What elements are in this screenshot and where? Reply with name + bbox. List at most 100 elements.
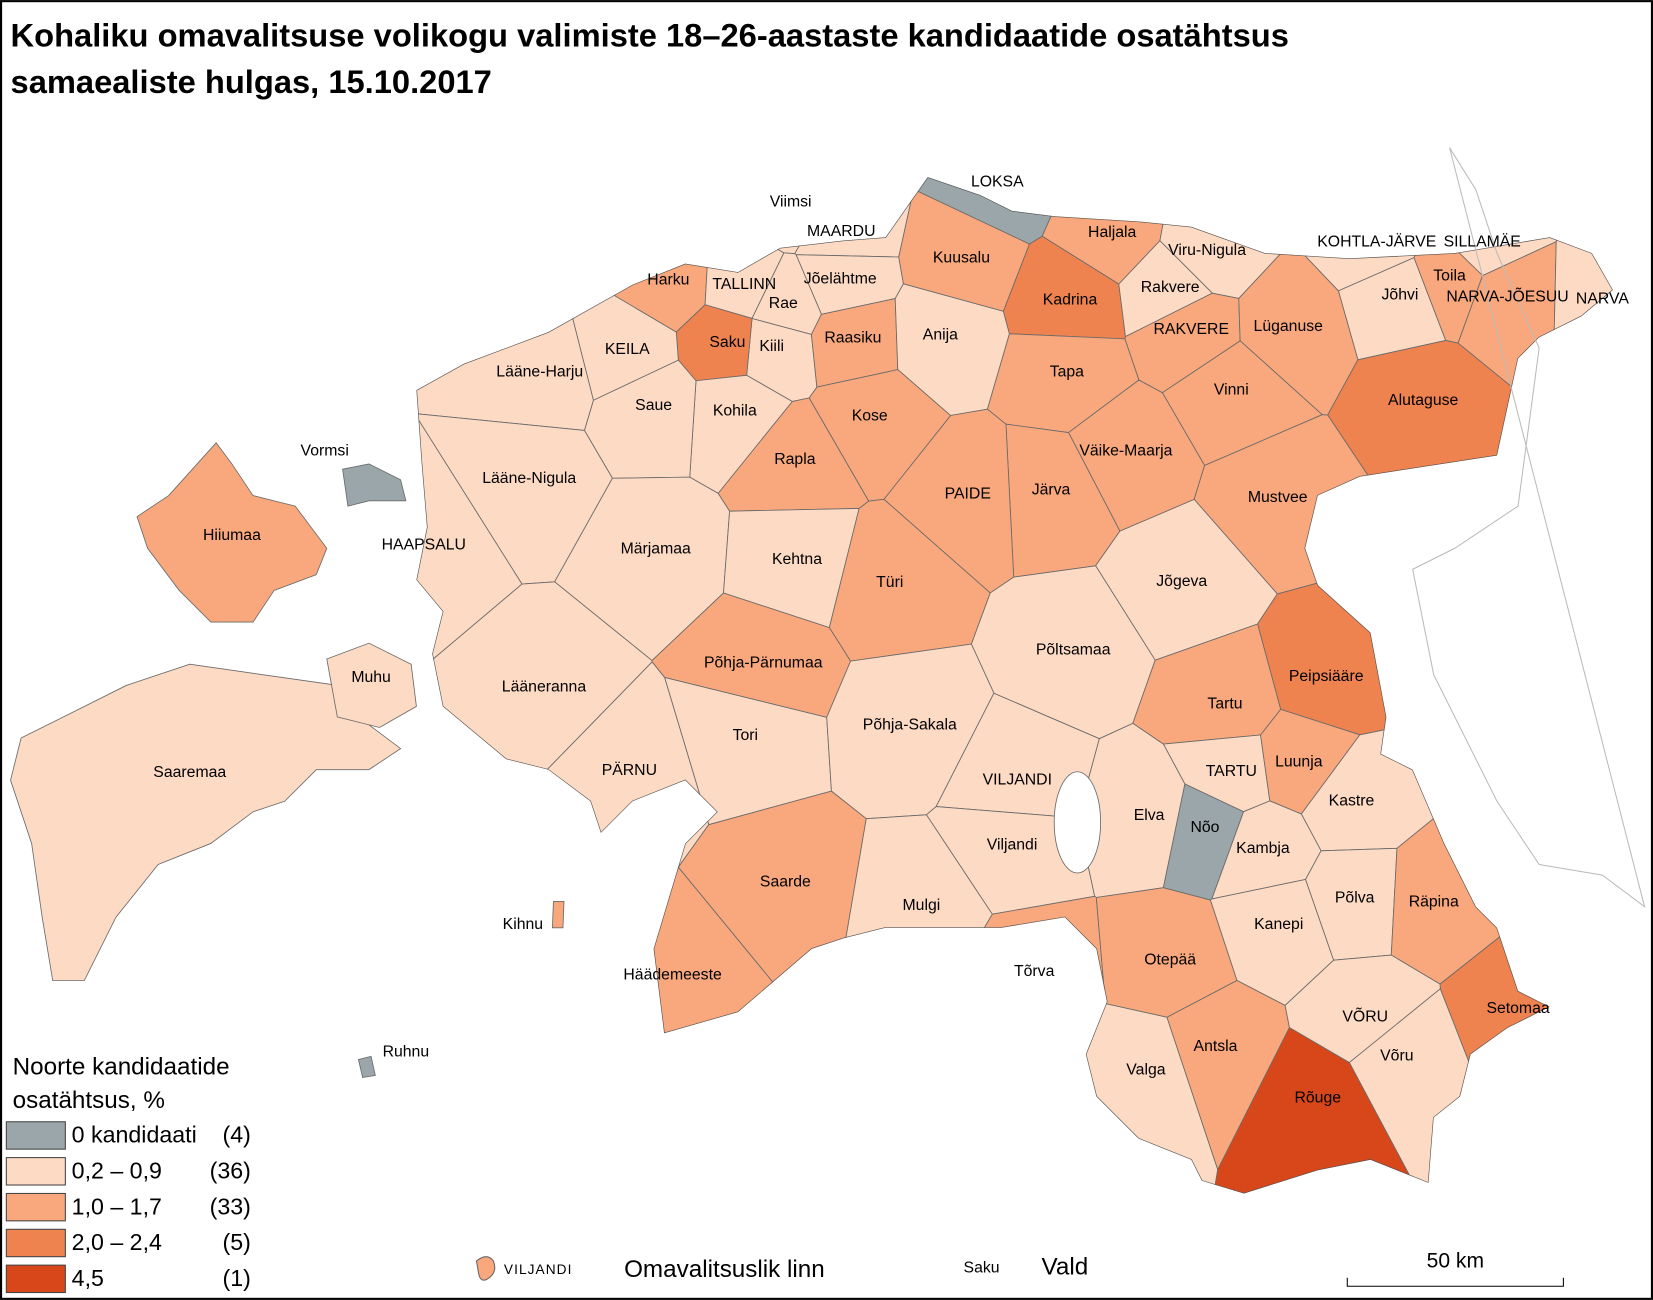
region-label: Võru bbox=[1380, 1048, 1413, 1065]
region-label: Jõgeva bbox=[1156, 573, 1207, 590]
region-label: Mulgi bbox=[903, 897, 941, 914]
region-label: Viru-Nigula bbox=[1168, 242, 1246, 259]
region bbox=[416, 177, 594, 431]
region-label: RAKVERE bbox=[1154, 321, 1230, 338]
region-label: Haljala bbox=[1088, 224, 1137, 241]
region-label: VÕRU bbox=[1342, 1006, 1388, 1026]
region-label: NARVA-JÕESUU bbox=[1446, 286, 1568, 306]
region-label: Antsla bbox=[1194, 1038, 1238, 1055]
legend-label: 0,2 – 0,9 bbox=[72, 1157, 162, 1183]
islands bbox=[10, 442, 565, 1078]
town-sample: VILJANDI bbox=[504, 1262, 573, 1277]
region-label: VILJANDI bbox=[983, 771, 1052, 788]
region-label: Mustvee bbox=[1248, 489, 1308, 506]
region-label: Viljandi bbox=[987, 837, 1038, 854]
region-label: Väike-Maarja bbox=[1079, 442, 1172, 459]
legend-swatch bbox=[5, 1157, 66, 1186]
legend-count: (4) bbox=[223, 1122, 251, 1148]
island bbox=[357, 1055, 376, 1078]
region-label: Põlva bbox=[1335, 889, 1375, 906]
region-label: Tori bbox=[733, 727, 758, 744]
parish-text: Vald bbox=[1042, 1254, 1089, 1281]
region-label: Setomaa bbox=[1486, 1000, 1549, 1017]
region-label: PAIDE bbox=[945, 486, 991, 503]
region-label: Kadrina bbox=[1043, 292, 1098, 309]
region-label: Elva bbox=[1134, 807, 1165, 824]
region-label: Saku bbox=[709, 334, 745, 351]
region-label: Kastre bbox=[1329, 792, 1375, 809]
region-label: Järva bbox=[1032, 481, 1071, 498]
region-label: Tapa bbox=[1050, 363, 1084, 380]
legend-count: (33) bbox=[210, 1193, 251, 1219]
region-label: KEILA bbox=[605, 341, 650, 358]
region bbox=[1551, 177, 1613, 649]
legend-swatch bbox=[5, 1228, 66, 1258]
region-label: Räpina bbox=[1409, 894, 1459, 911]
scale-bar: 50 km bbox=[1346, 1250, 1564, 1287]
region-label: Kanepi bbox=[1254, 916, 1303, 933]
legend-label: 4,5 bbox=[72, 1265, 104, 1291]
region bbox=[1201, 1026, 1459, 1194]
region-label: Viimsi bbox=[770, 194, 812, 211]
region-label: LOKSA bbox=[971, 174, 1024, 191]
region-label: SILLAMÄE bbox=[1444, 233, 1521, 251]
legend-label: 0 kandidaati bbox=[72, 1122, 197, 1148]
region-label: Tõrva bbox=[1014, 963, 1055, 980]
island-label: Saaremaa bbox=[153, 764, 226, 781]
region-label: Luunja bbox=[1275, 753, 1323, 770]
region-label: Türi bbox=[876, 574, 903, 591]
region-label: Nõo bbox=[1190, 819, 1219, 836]
region-label: Peipsiääre bbox=[1289, 668, 1364, 685]
region-label: Kuusalu bbox=[933, 250, 990, 267]
legend-count: (1) bbox=[223, 1265, 251, 1291]
legend-title: Noorte kandidaatide bbox=[13, 1053, 230, 1080]
lake bbox=[1053, 771, 1102, 874]
region-label: Rakvere bbox=[1141, 279, 1200, 296]
region-label: Lääne-Harju bbox=[496, 363, 583, 380]
region-label: Kiili bbox=[759, 338, 784, 355]
scale-label: 50 km bbox=[1427, 1250, 1484, 1273]
region-label: Põhja-Sakala bbox=[863, 717, 957, 734]
region-label: Lüganuse bbox=[1254, 318, 1324, 335]
region-label: MAARDU bbox=[807, 223, 875, 240]
region-label: Lääne-Nigula bbox=[482, 470, 576, 487]
legend-count: (5) bbox=[223, 1229, 251, 1255]
region-label: Valga bbox=[1126, 1061, 1165, 1078]
island bbox=[10, 663, 402, 981]
region-label: Lääneranna bbox=[502, 679, 587, 696]
legend-count: (36) bbox=[210, 1157, 251, 1183]
title: samaealiste hulgas, 15.10.2017 bbox=[11, 63, 492, 100]
region bbox=[875, 1003, 1219, 1194]
region-label: NARVA bbox=[1576, 291, 1629, 308]
region bbox=[445, 177, 711, 333]
border-line bbox=[1412, 147, 1646, 909]
legend-label: 2,0 – 2,4 bbox=[72, 1229, 162, 1255]
region-label: Alutaguse bbox=[1388, 392, 1458, 409]
region bbox=[1327, 340, 1613, 647]
region-label: Kohila bbox=[713, 402, 757, 419]
legend-swatch bbox=[5, 1192, 66, 1222]
legend-swatch bbox=[5, 1121, 66, 1150]
island bbox=[551, 901, 565, 929]
region-label: Põhja-Pärnumaa bbox=[704, 654, 823, 671]
island-label: Muhu bbox=[351, 669, 391, 686]
town-icon bbox=[475, 1256, 496, 1281]
region-label: Saue bbox=[635, 397, 672, 414]
coast bbox=[416, 177, 1613, 1194]
scale-line bbox=[1346, 1277, 1564, 1287]
title: Kohaliku omavalitsuse volikogu valimiste… bbox=[11, 17, 1289, 54]
island-label: Ruhnu bbox=[383, 1043, 430, 1060]
region-label: Rõuge bbox=[1294, 1090, 1341, 1107]
labels: Viimsi MAARDU LOKSA Harku TALLINN Jõelähtme Ra… bbox=[153, 174, 1629, 1107]
parish-sample: Saku bbox=[964, 1259, 1000, 1276]
region-label: Toila bbox=[1433, 267, 1466, 284]
region-label: TARTU bbox=[1206, 763, 1257, 780]
region-label: Harku bbox=[647, 272, 689, 289]
region-label: PÄRNU bbox=[602, 761, 657, 779]
island-label: Kihnu bbox=[503, 916, 543, 933]
region-label: Vinni bbox=[1214, 381, 1249, 398]
region bbox=[898, 188, 1031, 312]
region-label: Jõelähtme bbox=[804, 271, 877, 288]
